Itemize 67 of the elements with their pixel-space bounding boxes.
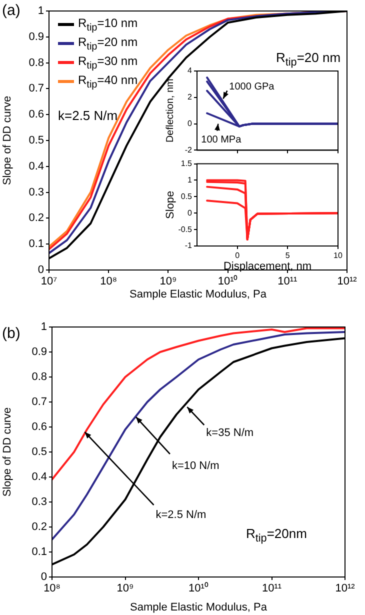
legend-label: R$_{tip}$=20 nm bbox=[78, 34, 138, 52]
annotation: k=35 N/m bbox=[206, 427, 254, 440]
y-tick-label: 0.5 bbox=[32, 446, 47, 458]
y-tick-label: 0.7 bbox=[28, 82, 44, 95]
y-tick-label: 0.9 bbox=[28, 30, 44, 43]
x-tick-label: 10¹¹ bbox=[262, 582, 282, 595]
x-axis-title: Sample Elastic Modulus, Pa bbox=[130, 288, 268, 300]
annotation: R$_{tip}$=20nm bbox=[246, 526, 307, 545]
annotation: k=10 N/m bbox=[172, 460, 220, 472]
x-tick-label: 10⁷ bbox=[40, 276, 58, 288]
legend-label: R$_{tip}$=10 nm bbox=[78, 16, 138, 34]
x-tick-label: 10¹² bbox=[337, 276, 358, 288]
x-tick-label: 10¹⁰ bbox=[218, 274, 238, 288]
y-tick-label: -1 bbox=[184, 241, 193, 250]
y-tick-label: 0 bbox=[188, 208, 193, 218]
x-axis-title: Sample Elastic Modulus, Pa bbox=[130, 601, 268, 614]
x-tick-label: 10¹² bbox=[335, 582, 356, 595]
y-tick-label: -2 bbox=[184, 145, 193, 154]
x-tick-label: 10⁹ bbox=[116, 582, 134, 595]
y-tick-label: 2 bbox=[188, 92, 193, 102]
legend-label: R$_{tip}$=30 nm bbox=[78, 54, 138, 72]
x-tick-label: 10⁸ bbox=[44, 582, 60, 595]
y-tick-label: 0.5 bbox=[28, 134, 44, 147]
y-tick-label: 0 bbox=[38, 264, 44, 276]
y-axis-title: Deflection, nm bbox=[164, 78, 176, 143]
y-tick-label: 0.9 bbox=[32, 346, 47, 358]
y-tick-label: 0.6 bbox=[28, 108, 44, 121]
x-tick-label: 10¹⁰ bbox=[188, 582, 208, 595]
y-tick-label: 0.2 bbox=[32, 521, 47, 534]
y-tick-label: 0 bbox=[40, 571, 47, 584]
y-tick-label: -0.5 bbox=[178, 224, 193, 234]
y-tick-label: 0.5 bbox=[180, 192, 193, 201]
x-tick-label: 10⁹ bbox=[160, 276, 177, 288]
annotation: k=2.5 N/m bbox=[156, 509, 206, 522]
annotation: 100 MPa bbox=[201, 134, 242, 146]
y-tick-label: 0.3 bbox=[28, 186, 44, 198]
y-tick-label: 1 bbox=[40, 321, 47, 334]
x-axis-title: Displacement, nm bbox=[223, 260, 312, 272]
y-tick-label: 0.3 bbox=[32, 496, 47, 508]
y-tick-label: 0.8 bbox=[32, 371, 47, 384]
y-tick-label: 0.7 bbox=[32, 396, 47, 408]
x-tick-label: 10⁸ bbox=[100, 276, 118, 288]
y-tick-label: 0.2 bbox=[28, 212, 44, 224]
y-tick-label: 0.6 bbox=[32, 421, 47, 434]
y-axis-title: Slope bbox=[164, 190, 177, 219]
legend-label: R$_{tip}$=40 nm bbox=[78, 72, 138, 90]
y-tick-label: 0.4 bbox=[28, 160, 44, 172]
x-tick-label: 10¹¹ bbox=[278, 276, 298, 288]
y-tick-label: 1 bbox=[188, 175, 193, 184]
y-axis-title: Slope of DD curve bbox=[2, 407, 14, 497]
annotation: 1000 GPa bbox=[229, 81, 275, 92]
y-tick-label: 0 bbox=[188, 119, 193, 128]
y-tick-label: 0.8 bbox=[28, 56, 44, 69]
y-tick-label: 1.5 bbox=[180, 159, 193, 168]
y-tick-label: 4 bbox=[188, 66, 193, 76]
text: (b) bbox=[2, 325, 20, 342]
x-tick-label: 5 bbox=[285, 251, 290, 260]
y-tick-label: 0.1 bbox=[28, 238, 44, 250]
x-tick-label: 0 bbox=[235, 251, 240, 260]
y-tick-label: 0.4 bbox=[32, 471, 47, 484]
y-tick-label: 1 bbox=[38, 5, 44, 18]
text: (a) bbox=[2, 2, 20, 19]
annotation: k=2.5 N/m bbox=[58, 108, 118, 123]
annotation: R$_{tip}$=20 nm bbox=[276, 50, 341, 69]
y-tick-label: 0.1 bbox=[32, 546, 47, 558]
x-tick-label: 10 bbox=[334, 251, 343, 260]
y-axis-title: Slope of DD curve bbox=[2, 96, 14, 186]
